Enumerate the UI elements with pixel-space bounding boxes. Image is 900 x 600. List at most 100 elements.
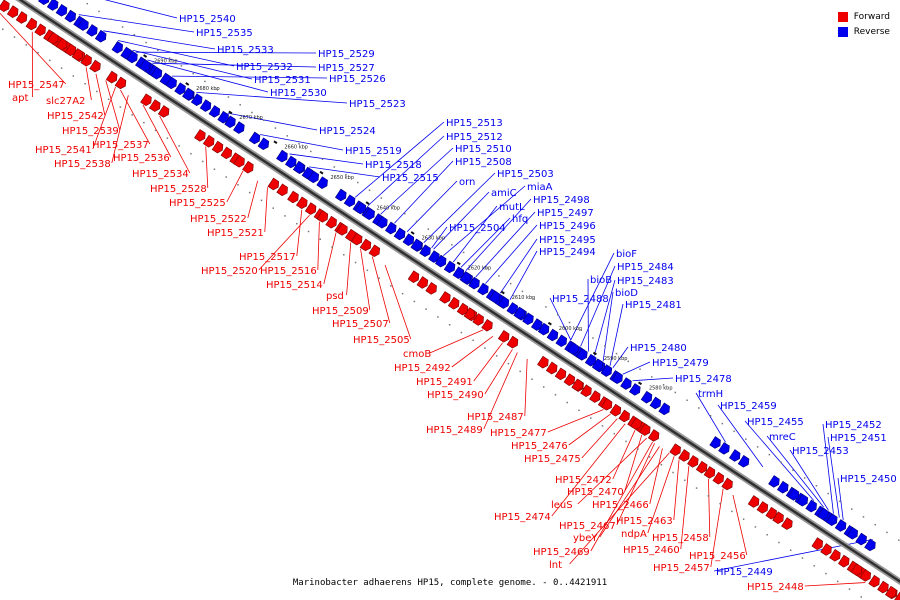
leader-line — [717, 404, 764, 468]
track-dot — [578, 409, 580, 412]
gene-label-HP15_2510: HP15_2510 — [455, 144, 512, 155]
legend-reverse: Reverse — [837, 24, 890, 39]
gene-arrow — [600, 364, 613, 377]
forward-swatch — [837, 11, 848, 22]
track-dot — [672, 471, 674, 474]
gene-arrow — [737, 454, 750, 468]
gene-label-bioD: bioD — [615, 288, 638, 299]
leader-line — [484, 349, 513, 395]
track-dot — [815, 485, 818, 487]
track-dot — [380, 197, 383, 199]
gene-arrow — [384, 221, 397, 235]
leader-line — [547, 409, 604, 433]
leader-line — [111, 95, 129, 164]
gene-labels: HP15_2540 HP15_2535 HP15_2533 HP15_2532 HP15… — [8, 14, 897, 593]
gene-arrow — [157, 105, 170, 118]
leader-line — [132, 49, 253, 80]
gene-label-HP15_2542: HP15_2542 — [47, 111, 104, 122]
gene-label-HP15_2509: HP15_2509 — [312, 306, 369, 317]
gene-label-HP15_2526: HP15_2526 — [329, 74, 386, 85]
track-dot — [296, 222, 298, 225]
gene-label-HP15_2536: HP15_2536 — [113, 153, 170, 164]
leader-line — [710, 488, 724, 568]
gene-arrow — [630, 417, 642, 431]
track-dot — [390, 285, 392, 287]
gene-arrow — [787, 488, 800, 501]
track-dot — [460, 331, 463, 334]
leader-line — [695, 392, 726, 443]
gene-arrow — [554, 367, 567, 381]
gene-arrow — [591, 358, 604, 372]
gene-label-miaA: miaA — [527, 182, 553, 193]
track-dot — [25, 44, 28, 46]
kbp-tick-mark — [273, 140, 278, 145]
leader-line — [465, 198, 532, 271]
track-dot — [566, 401, 568, 404]
track-dot — [413, 300, 416, 303]
leader-line — [649, 448, 663, 505]
gene-arrow — [537, 355, 549, 369]
leader-line — [451, 336, 494, 368]
track-dot — [507, 362, 510, 365]
gene-arrow — [148, 99, 161, 112]
track-dot — [166, 137, 169, 139]
gene-arrow — [640, 390, 653, 404]
gene-arrow — [416, 276, 429, 289]
gene-label-HP15_2478: HP15_2478 — [675, 374, 732, 385]
leader-line — [104, 0, 178, 19]
gene-label-HP15_2538: HP15_2538 — [54, 159, 111, 170]
track-dot — [178, 145, 180, 147]
track-dot — [60, 67, 63, 69]
gene-arrow — [336, 223, 348, 236]
gene-arrow — [316, 210, 329, 223]
gene-arrow — [267, 177, 280, 191]
gene-label-bioB: bioB — [590, 275, 612, 286]
gene-label-apt: apt — [12, 93, 28, 104]
gene-label-HP15_2530: HP15_2530 — [270, 88, 327, 99]
kbp-tick-mark — [592, 351, 597, 356]
gene-arrow — [522, 312, 534, 326]
kbp-tick-label: 2670 kbp — [239, 115, 263, 121]
track-dot — [427, 228, 430, 230]
gene-arrow — [343, 194, 356, 208]
gene-arrow — [781, 517, 793, 530]
gene-arrow — [199, 99, 212, 112]
gene-arrow — [728, 449, 741, 462]
leader-line — [485, 224, 538, 284]
track-dot — [601, 425, 604, 427]
track-dot — [425, 308, 427, 310]
gene-label-HP15_2534: HP15_2534 — [132, 169, 189, 180]
leader-line — [744, 420, 815, 501]
leader-line — [577, 437, 648, 505]
gene-label-trmH: trmH — [698, 389, 723, 400]
gene-label-HP15_2521: HP15_2521 — [207, 228, 264, 239]
gene-label-HP15_2508: HP15_2508 — [455, 157, 512, 168]
gene-label-mreC: mreC — [769, 432, 796, 443]
track-dot — [780, 461, 782, 464]
track-dot — [272, 207, 274, 209]
leader-line — [296, 209, 303, 257]
leader-line — [227, 112, 318, 131]
track-dot — [850, 508, 853, 510]
kbp-tick-mark — [410, 231, 415, 235]
kbp-tick-label: 2600 kbp — [559, 326, 583, 332]
track-dot — [803, 477, 806, 479]
gene-label-mutL: mutL — [499, 202, 525, 213]
gene-label-HP15_2466: HP15_2466 — [592, 500, 649, 511]
leader-line — [95, 73, 106, 116]
gene-arrow — [452, 266, 465, 280]
track-dot — [110, 18, 112, 20]
gene-arrow — [363, 207, 375, 221]
gene-arrow — [434, 254, 447, 268]
gene-label-HP15_2512: HP15_2512 — [446, 132, 503, 143]
track-dot — [484, 347, 486, 349]
gene-arrow — [497, 329, 510, 343]
track-dot — [215, 88, 218, 90]
kbp-tick-label: 2620 kbp — [468, 266, 492, 272]
gene-arrow — [776, 480, 789, 494]
gene-label-HP15_2537: HP15_2537 — [92, 140, 149, 151]
gene-arrow — [174, 82, 186, 95]
track-dot — [131, 114, 133, 116]
gene-arrow — [546, 328, 559, 342]
track-dot — [603, 345, 606, 347]
